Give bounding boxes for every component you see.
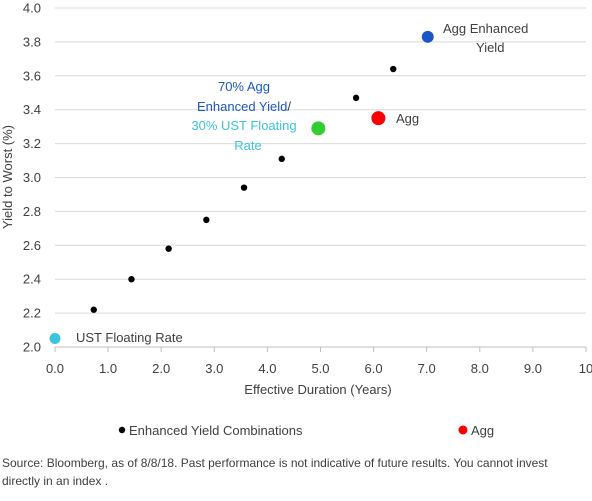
point-enhanced-yield-combination xyxy=(390,65,397,73)
point-enhanced-yield-combination xyxy=(203,216,210,224)
x-tick-label: 7.0 xyxy=(418,361,436,376)
source-footnote: Source: Bloomberg, as of 8/8/18. Past pe… xyxy=(2,456,548,488)
point-agg xyxy=(371,111,386,126)
x-tick-label: 9.0 xyxy=(524,361,542,376)
annotation-combo-line4: Rate xyxy=(234,138,261,153)
annotation-combo-line1: 70% Agg xyxy=(218,79,270,94)
x-tick-label: 6.0 xyxy=(365,361,383,376)
legend-label-enhanced-yield: Enhanced Yield Combinations xyxy=(129,423,303,438)
x-tick-label: 4.0 xyxy=(258,361,276,376)
legend-label-agg: Agg xyxy=(471,423,494,438)
point-enhanced-yield-combination xyxy=(352,94,360,102)
scatter-chart: 2.0 2.2 2.4 2.6 2.8 3.0 3.2 3.4 3.6 3.8 4.0 0.0 1.0… xyxy=(0,1,592,439)
annotation-combo-line2-b: / xyxy=(287,99,291,114)
point-enhanced-yield-combination xyxy=(278,155,285,163)
annotation-agg-enhanced-line2: Yield xyxy=(476,40,504,55)
annotation-combo-line2-a: Enhanced Yield xyxy=(197,99,287,114)
y-tick-label: 2.8 xyxy=(23,204,41,219)
point-ust-floating-rate xyxy=(49,333,61,345)
annotation-agg-enhanced-line1: Agg Enhanced xyxy=(443,21,528,36)
legend-marker-agg xyxy=(458,425,468,435)
y-tick-label: 3.8 xyxy=(23,34,41,49)
annotation-combo-line3: 30% UST Floating xyxy=(191,118,296,133)
point-enhanced-yield-combination xyxy=(128,276,135,283)
legend-marker-enhanced-yield xyxy=(118,426,126,434)
y-tick-label: 2.4 xyxy=(23,272,41,287)
x-axis-title: Effective Duration (Years) xyxy=(244,382,391,397)
x-tick-label: 8.0 xyxy=(471,361,489,376)
annotation-combo-line2: Enhanced Yield/ xyxy=(197,99,291,114)
y-axis-title: Yield to Worst (%) xyxy=(0,125,15,229)
x-tick-label: 5.0 xyxy=(311,361,329,376)
y-tick-label: 3.2 xyxy=(23,136,41,151)
x-tick-label: 1.0 xyxy=(99,361,117,376)
x-axis-ticks: 0.0 1.0 2.0 3.0 4.0 5.0 6.0 7.0 8.0 9.0 10 xyxy=(46,347,592,376)
y-tick-label: 3.6 xyxy=(23,68,41,83)
y-tick-label: 2.2 xyxy=(23,306,41,321)
y-tick-label: 2.0 xyxy=(23,340,41,355)
x-tick-label: 3.0 xyxy=(205,361,223,376)
x-tick-label: 2.0 xyxy=(152,361,170,376)
legend: Enhanced Yield Combinations Agg xyxy=(118,423,494,438)
point-enhanced-yield-combination xyxy=(240,184,248,191)
y-tick-label: 2.6 xyxy=(23,238,41,253)
y-tick-label: 3.0 xyxy=(23,170,41,185)
annotation-ust-floating-rate: UST Floating Rate xyxy=(76,330,183,345)
point-enhanced-yield-combination xyxy=(90,306,97,313)
point-70-30-combination xyxy=(311,121,326,136)
data-points xyxy=(49,30,434,345)
y-tick-label: 4.0 xyxy=(23,1,41,16)
point-agg-enhanced-yield xyxy=(421,30,434,43)
x-tick-label: 0.0 xyxy=(46,361,64,376)
gridlines xyxy=(55,7,586,348)
y-axis-ticks: 2.0 2.2 2.4 2.6 2.8 3.0 3.2 3.4 3.6 3.8 4.0 xyxy=(23,1,41,355)
x-tick-label: 10 xyxy=(579,361,592,376)
annotation-agg: Agg xyxy=(396,111,419,126)
y-tick-label: 3.4 xyxy=(23,102,41,117)
point-enhanced-yield-combination xyxy=(165,245,172,252)
